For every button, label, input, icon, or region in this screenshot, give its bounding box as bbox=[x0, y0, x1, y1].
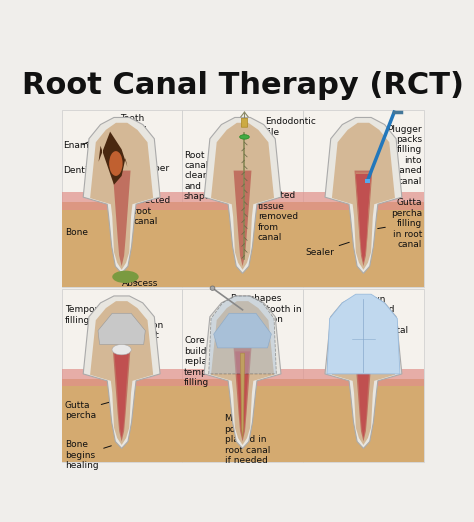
Bar bbox=[182, 192, 302, 209]
Bar bbox=[303, 110, 423, 288]
Polygon shape bbox=[114, 351, 129, 438]
Bar bbox=[303, 369, 423, 386]
Bar bbox=[62, 379, 182, 462]
Polygon shape bbox=[325, 296, 402, 448]
Text: Root Canal Therapy (RCT): Root Canal Therapy (RCT) bbox=[22, 71, 464, 100]
Polygon shape bbox=[235, 351, 250, 438]
Polygon shape bbox=[99, 132, 128, 185]
Polygon shape bbox=[325, 117, 402, 274]
Polygon shape bbox=[90, 301, 153, 445]
Text: Gutta
percha: Gutta percha bbox=[64, 400, 115, 420]
Ellipse shape bbox=[112, 270, 139, 283]
Text: Core
build-up
replaces
temporary
filling: Core build-up replaces temporary filling bbox=[184, 337, 240, 387]
Polygon shape bbox=[83, 296, 160, 448]
Bar bbox=[182, 369, 302, 386]
Polygon shape bbox=[332, 301, 395, 445]
Bar bbox=[182, 289, 302, 462]
Text: Abscess: Abscess bbox=[122, 278, 158, 289]
Text: Sealer: Sealer bbox=[305, 242, 349, 256]
Text: Infected
root
canal: Infected root canal bbox=[124, 196, 171, 226]
Polygon shape bbox=[90, 123, 153, 270]
Bar bbox=[303, 289, 423, 462]
Polygon shape bbox=[332, 123, 395, 270]
Bar bbox=[62, 110, 182, 288]
Bar bbox=[182, 203, 302, 288]
Bar bbox=[182, 379, 302, 462]
Text: Endodontic
file: Endodontic file bbox=[248, 117, 317, 137]
Ellipse shape bbox=[109, 151, 123, 176]
Bar bbox=[62, 203, 182, 288]
Bar bbox=[182, 110, 302, 288]
Text: Infected
tissue
removed
from
canal: Infected tissue removed from canal bbox=[248, 192, 298, 242]
Ellipse shape bbox=[240, 135, 249, 139]
Polygon shape bbox=[211, 123, 274, 270]
Text: Root
canal
cleaned
and
shaped: Root canal cleaned and shaped bbox=[184, 151, 238, 201]
Text: Dentin: Dentin bbox=[63, 163, 97, 175]
Bar bbox=[62, 192, 182, 209]
Text: Temporary
filling: Temporary filling bbox=[64, 305, 119, 325]
Bar bbox=[365, 180, 370, 183]
Polygon shape bbox=[209, 296, 276, 374]
Polygon shape bbox=[356, 174, 371, 263]
FancyBboxPatch shape bbox=[241, 118, 247, 127]
Polygon shape bbox=[327, 294, 400, 374]
Polygon shape bbox=[98, 313, 145, 345]
Polygon shape bbox=[355, 171, 373, 266]
Ellipse shape bbox=[112, 345, 131, 355]
Bar bbox=[303, 203, 423, 288]
Polygon shape bbox=[241, 353, 245, 438]
Bar bbox=[62, 289, 182, 462]
Polygon shape bbox=[211, 301, 274, 445]
Polygon shape bbox=[356, 174, 371, 263]
Text: Bone
begins
healing: Bone begins healing bbox=[64, 441, 111, 470]
Polygon shape bbox=[356, 351, 371, 438]
Polygon shape bbox=[356, 172, 371, 264]
Bar bbox=[303, 192, 423, 209]
Polygon shape bbox=[204, 117, 281, 274]
Text: Cotton
pellet: Cotton pellet bbox=[128, 321, 164, 340]
Text: Gutta
percha
filling
in root
canal: Gutta percha filling in root canal bbox=[378, 198, 422, 249]
Polygon shape bbox=[355, 348, 373, 442]
Bar bbox=[303, 379, 423, 462]
Polygon shape bbox=[83, 117, 160, 274]
Text: Plugger
packs
filling
into
cleaned
canal: Plugger packs filling into cleaned canal bbox=[383, 125, 422, 185]
Bar bbox=[62, 369, 182, 386]
Polygon shape bbox=[204, 296, 281, 448]
Text: Bur shapes
natural tooth in
preparation
for final
crown: Bur shapes natural tooth in preparation … bbox=[230, 294, 301, 345]
Text: Pulp
chamber: Pulp chamber bbox=[120, 154, 169, 173]
Text: Crown
adhered
to tooth
with dental
cement: Crown adhered to tooth with dental cemen… bbox=[357, 295, 409, 346]
Polygon shape bbox=[113, 348, 130, 442]
Polygon shape bbox=[113, 171, 130, 266]
Ellipse shape bbox=[210, 286, 215, 290]
Text: Enamel: Enamel bbox=[63, 141, 97, 150]
Text: Bone: Bone bbox=[64, 228, 88, 237]
Text: Metal
post
placed in
root canal
if needed: Metal post placed in root canal if neede… bbox=[225, 414, 270, 465]
Polygon shape bbox=[214, 313, 272, 348]
Polygon shape bbox=[234, 348, 251, 442]
Text: Tooth
decay: Tooth decay bbox=[120, 114, 147, 133]
Polygon shape bbox=[234, 171, 251, 266]
